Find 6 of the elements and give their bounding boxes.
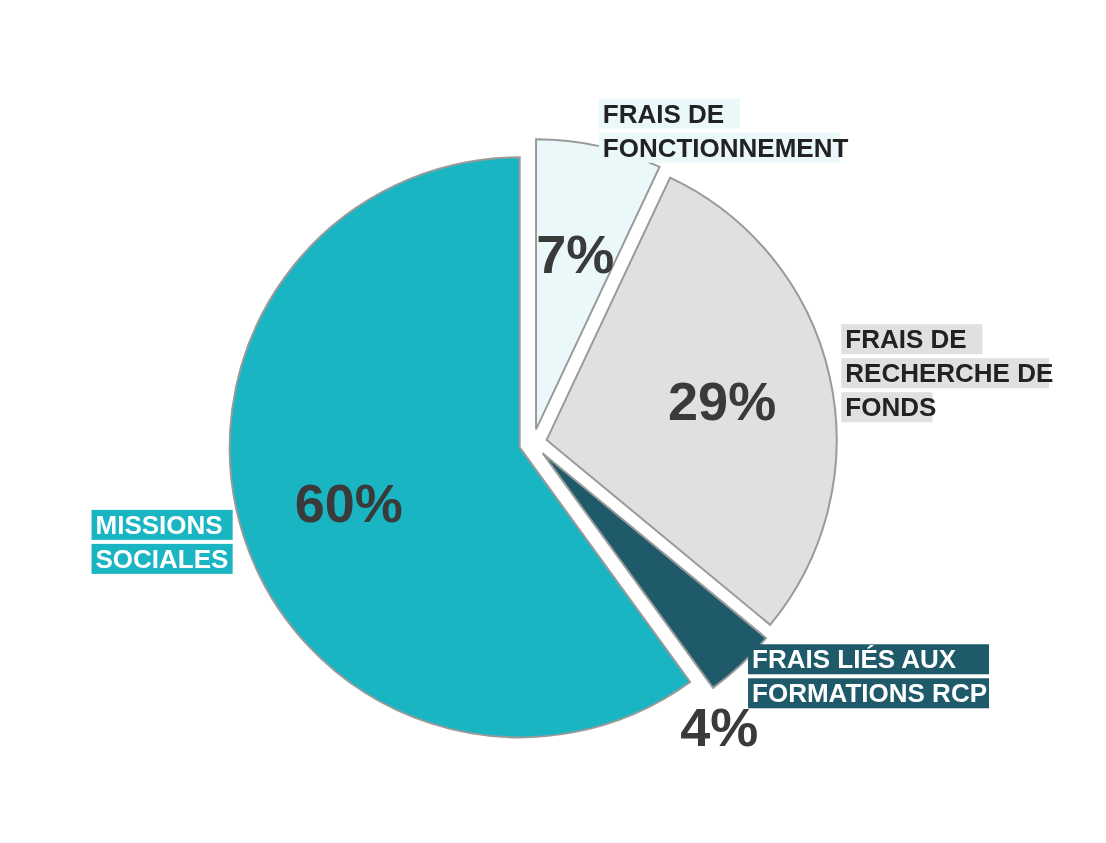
data-label: 29% — [668, 370, 777, 431]
slice-label: FRAIS DE RECHERCHE DE FONDS — [845, 324, 1054, 423]
data-label: 60% — [294, 472, 403, 533]
data-label: 7% — [536, 223, 615, 284]
slice-label: MISSIONS SOCIALES — [95, 509, 229, 574]
slice-label: FRAIS DE FONCTIONNEMENT — [602, 98, 849, 163]
